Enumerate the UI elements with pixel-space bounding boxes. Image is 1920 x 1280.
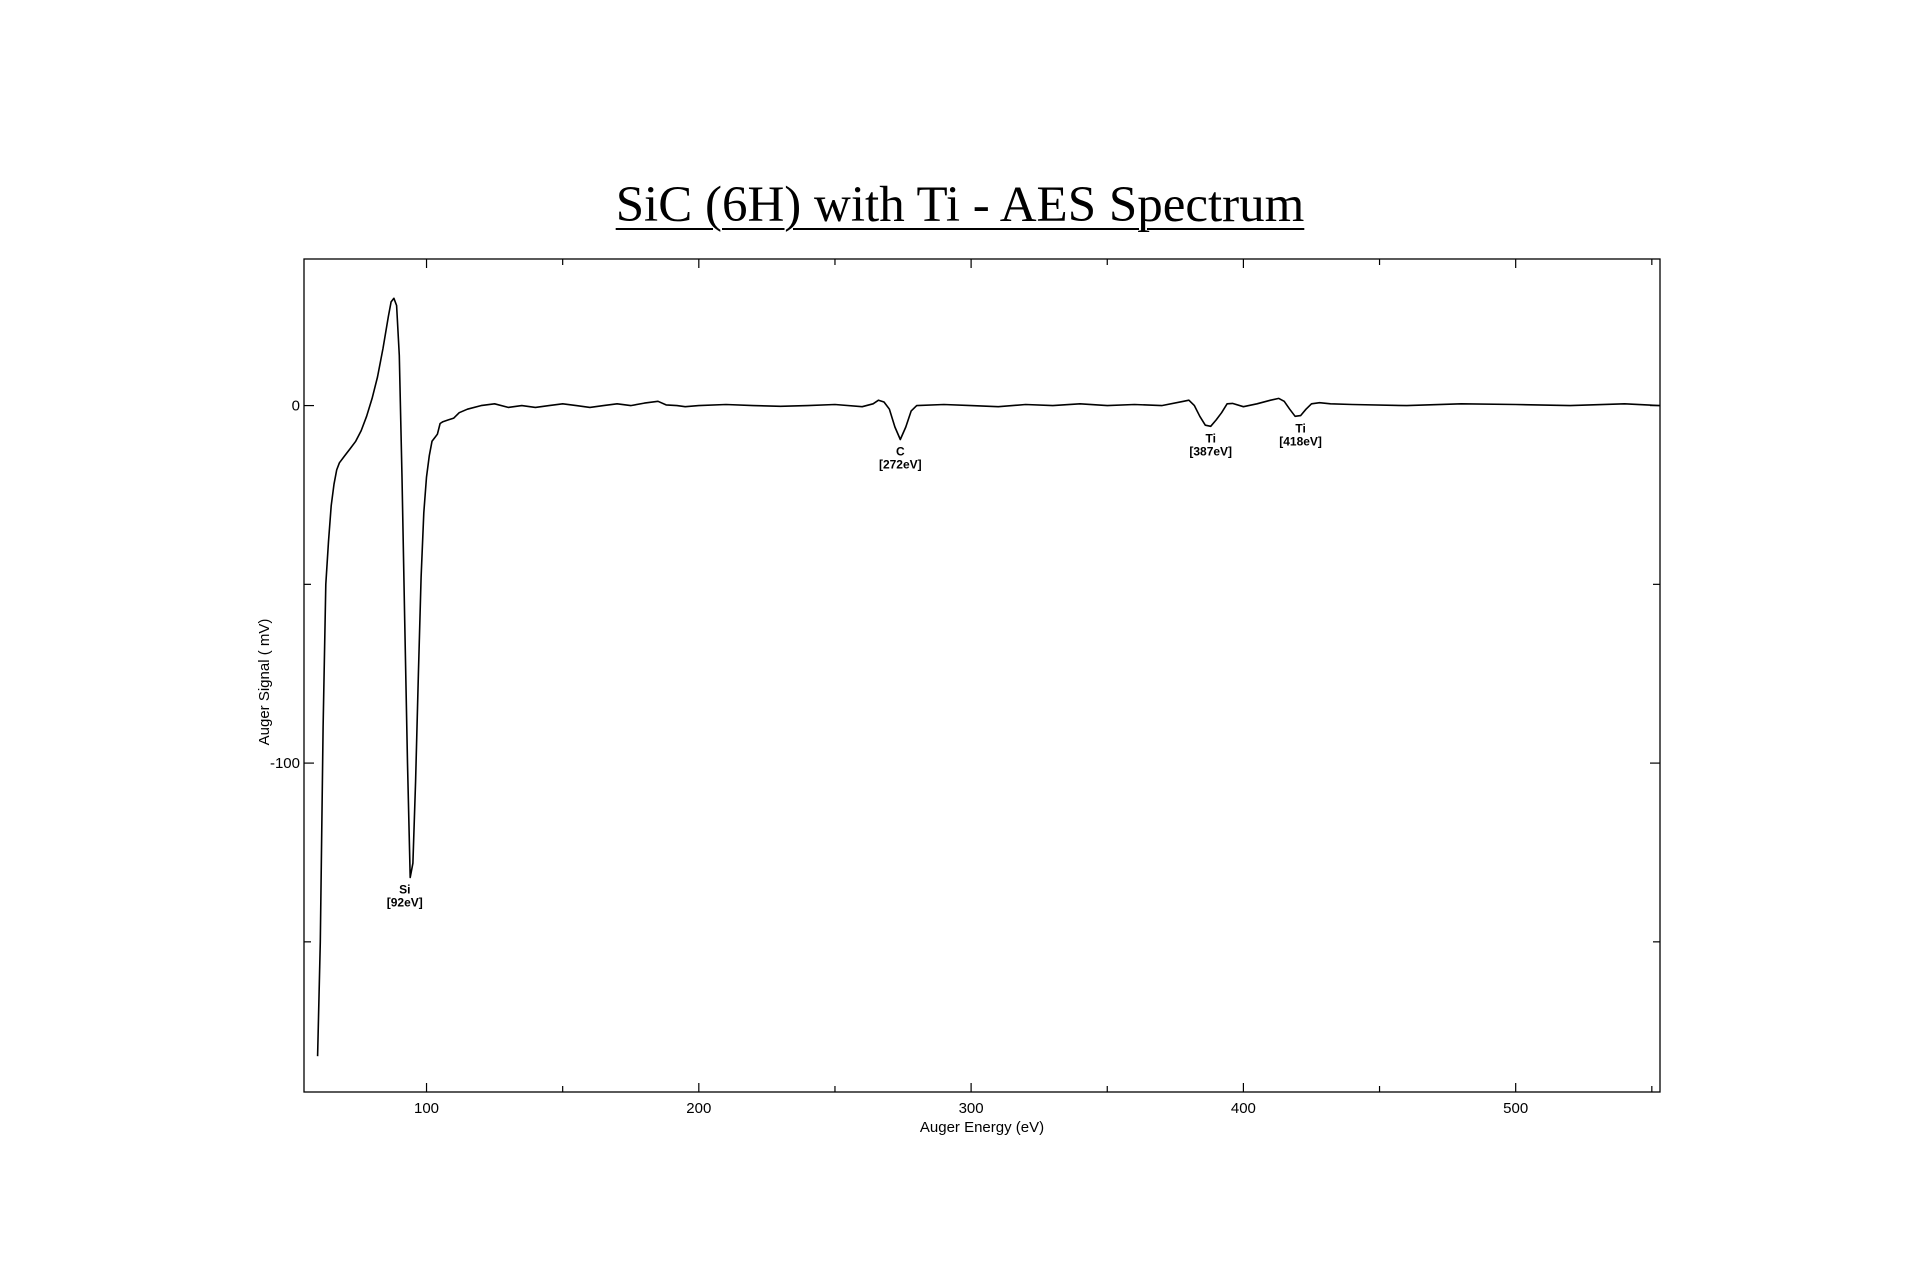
y-tick-label: -100 bbox=[270, 755, 300, 772]
peak-element-label: C bbox=[896, 445, 905, 459]
peak-energy-label: [272eV] bbox=[879, 458, 922, 472]
spectrum-line bbox=[316, 297, 1661, 1057]
y-axis-label: Auger Signal ( mV) bbox=[256, 619, 273, 746]
peak-element-label: Ti bbox=[1295, 421, 1305, 435]
peak-annotations: Si[92eV]C[272eV]Ti[387eV]Ti[418eV] bbox=[387, 421, 1322, 909]
x-tick-label: 200 bbox=[686, 1100, 711, 1117]
axis-tick-labels: 100 200 300 400 500 0 -100 bbox=[270, 398, 1528, 1117]
x-tick-label: 400 bbox=[1231, 1100, 1256, 1117]
axis-ticks bbox=[304, 259, 1660, 1092]
x-axis-label: Auger Energy (eV) bbox=[920, 1119, 1044, 1136]
peak-energy-label: [418eV] bbox=[1279, 434, 1322, 448]
plot-frame bbox=[303, 258, 1661, 1093]
peak-element-label: Ti bbox=[1205, 431, 1215, 445]
chart-title: SiC (6H) with Ti - AES Spectrum bbox=[615, 177, 1305, 233]
peak-energy-label: [92eV] bbox=[387, 895, 423, 909]
x-tick-label: 300 bbox=[959, 1100, 984, 1117]
peak-energy-label: [387eV] bbox=[1189, 444, 1232, 458]
x-tick-label: 500 bbox=[1503, 1100, 1528, 1117]
y-tick-label: 0 bbox=[292, 398, 300, 415]
peak-element-label: Si bbox=[399, 882, 410, 896]
x-tick-label: 100 bbox=[414, 1100, 439, 1117]
